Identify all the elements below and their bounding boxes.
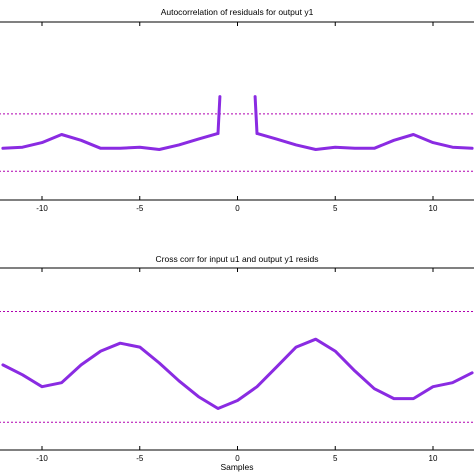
plot-frame [0,21,474,201]
x-axis-label: Samples [220,462,253,472]
series-line-segment-3 [255,131,474,151]
x-tick-label: 10 [429,454,438,463]
x-tick-label: -10 [36,454,48,463]
x-tick-label: -5 [136,204,144,213]
x-tick-label: 0 [235,204,240,213]
x-tick-label: 10 [429,204,438,213]
series-line-segment-0 [1,131,220,151]
series-line-segment-1 [216,95,222,135]
cross-correlation-panel: Cross corr for input u1 and output y1 re… [0,254,474,472]
x-tick-label: 5 [333,204,338,213]
series-line-segment-0 [1,337,474,410]
series-line-segment-2 [253,95,259,135]
x-tick-label: -5 [136,454,144,463]
autocorrelation-panel: Autocorrelation of residuals for output … [0,7,474,213]
chart-title: Cross corr for input u1 and output y1 re… [156,254,319,264]
x-tick-label: 0 [235,454,240,463]
x-tick-label: -10 [36,204,48,213]
chart-title: Autocorrelation of residuals for output … [161,7,314,17]
x-tick-label: 5 [333,454,338,463]
